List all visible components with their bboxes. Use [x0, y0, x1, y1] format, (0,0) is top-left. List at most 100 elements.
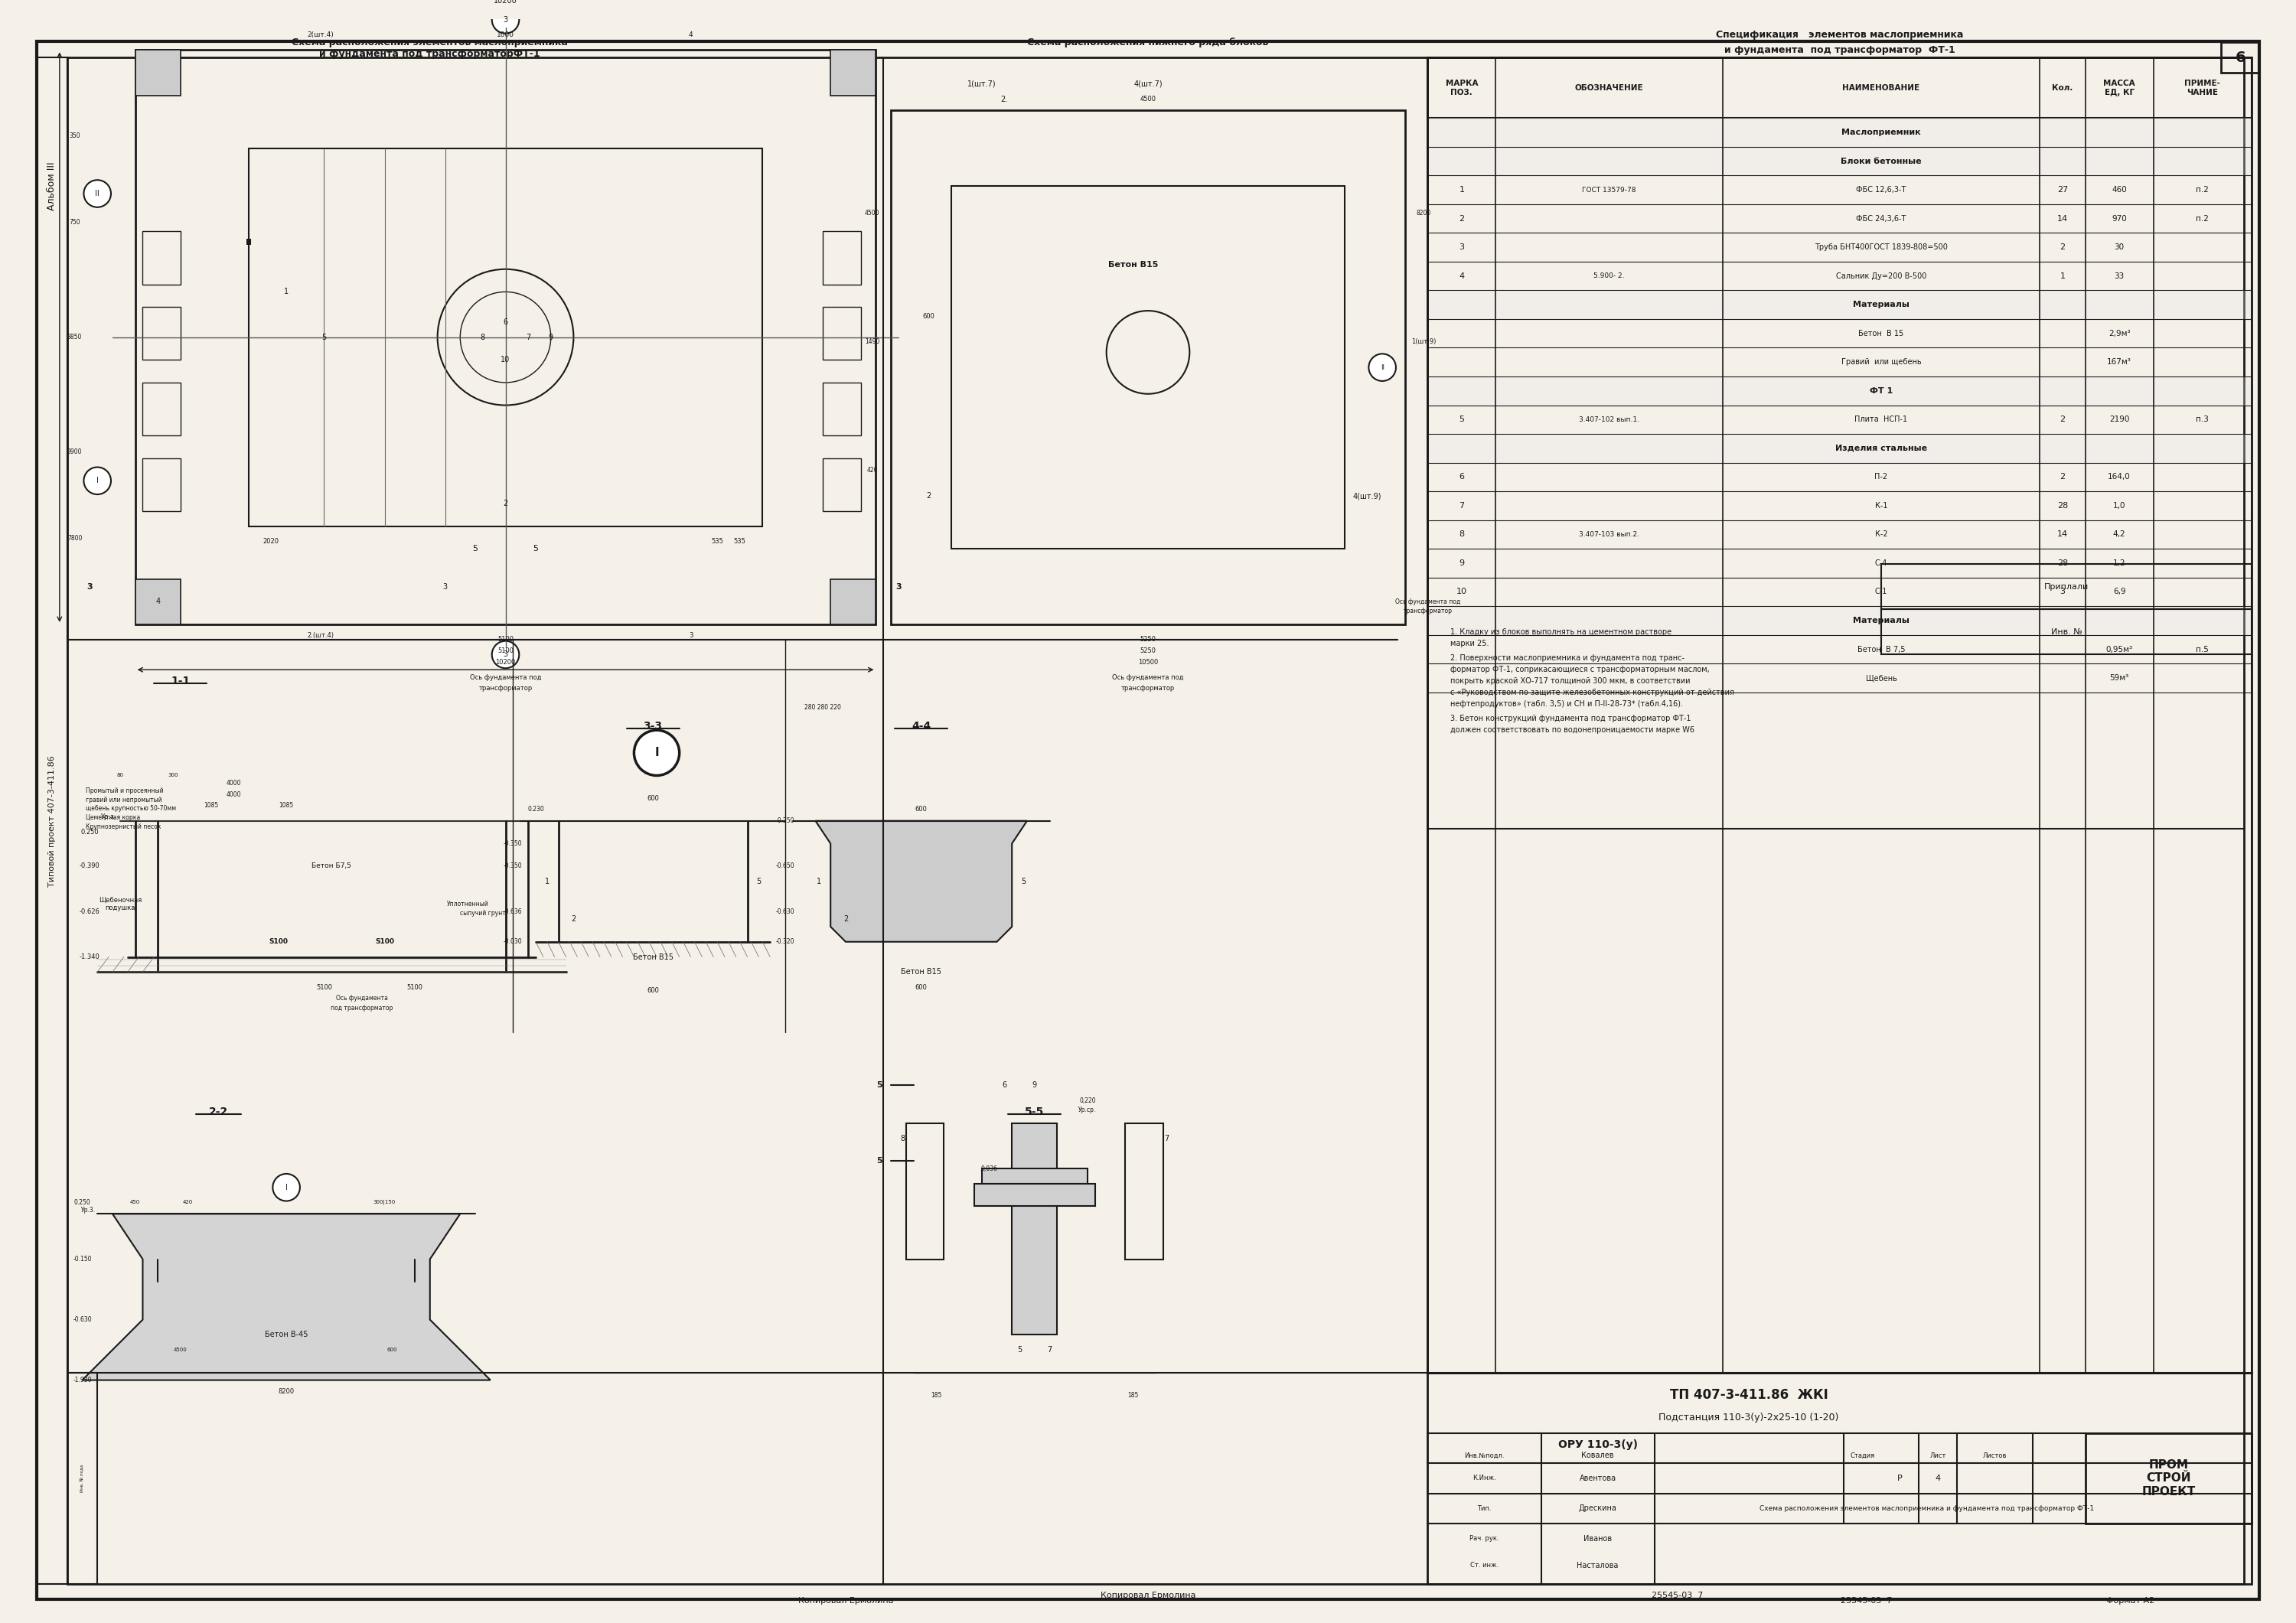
Text: 2: 2 — [843, 915, 847, 923]
Text: 3: 3 — [1458, 243, 1465, 252]
Circle shape — [491, 6, 519, 34]
Bar — [1428, 118, 2252, 146]
Text: 2: 2 — [2060, 415, 2066, 424]
Text: Цементная корка: Цементная корка — [85, 815, 140, 821]
Text: 4: 4 — [689, 31, 693, 39]
Text: С-1: С-1 — [1876, 588, 1887, 596]
Text: Рач. рук.: Рач. рук. — [1469, 1535, 1499, 1542]
Text: 535: 535 — [735, 537, 746, 545]
Text: 600: 600 — [388, 1347, 397, 1352]
Text: П-2: П-2 — [1874, 474, 1887, 480]
Text: 14: 14 — [2057, 214, 2069, 222]
Text: 1085: 1085 — [204, 802, 218, 810]
Text: S100: S100 — [374, 938, 395, 945]
Text: 2: 2 — [925, 492, 932, 500]
Text: 5-5: 5-5 — [1024, 1107, 1045, 1117]
Text: трансформатор: трансформатор — [478, 685, 533, 691]
Text: и фундамента под трансформаторФТ-1: и фундамента под трансформаторФТ-1 — [319, 49, 540, 58]
Text: 2: 2 — [572, 915, 576, 923]
Text: 5: 5 — [877, 1157, 882, 1165]
Text: Подстанция 110-3(у)-2х25-10 (1-20): Подстанция 110-3(у)-2х25-10 (1-20) — [1658, 1414, 1839, 1423]
Circle shape — [491, 641, 519, 669]
Text: Ур.з.: Ур.з. — [101, 813, 117, 821]
Bar — [135, 50, 875, 625]
Text: 3900: 3900 — [67, 448, 83, 456]
Text: НАИМЕНОВАНИЕ: НАИМЕНОВАНИЕ — [1841, 84, 1919, 91]
Bar — [1428, 57, 2243, 594]
Text: 5: 5 — [473, 545, 478, 552]
Text: 9: 9 — [1033, 1081, 1038, 1089]
Text: С-4: С-4 — [1876, 560, 1887, 566]
Text: 5: 5 — [533, 545, 540, 552]
Bar — [907, 1123, 944, 1259]
Text: Инв. № пода: Инв. № пода — [80, 1464, 85, 1492]
Text: Сальник Ду=200 В-500: Сальник Ду=200 В-500 — [1837, 273, 1926, 279]
Bar — [142, 383, 181, 435]
Text: 300|150: 300|150 — [374, 1199, 395, 1206]
Text: Ур.3.: Ур.3. — [80, 1206, 96, 1214]
Text: 2,9м³: 2,9м³ — [2108, 329, 2131, 338]
Text: II: II — [246, 239, 253, 247]
Text: п.2: п.2 — [2195, 187, 2209, 193]
Text: 4500: 4500 — [866, 209, 879, 217]
Bar — [1428, 607, 2252, 635]
Text: 5: 5 — [1458, 415, 1465, 424]
Text: 5: 5 — [755, 878, 762, 885]
Text: ГОСТ 13579-78: ГОСТ 13579-78 — [1582, 187, 1637, 193]
Text: 5: 5 — [877, 1081, 882, 1089]
Text: 10: 10 — [501, 355, 510, 364]
Text: Формат А2: Формат А2 — [2105, 1597, 2156, 1605]
Text: Альбом III: Альбом III — [46, 162, 57, 211]
Text: -0.350: -0.350 — [503, 863, 523, 870]
Text: 750: 750 — [69, 219, 80, 226]
Text: S100: S100 — [269, 938, 289, 945]
Text: Приплали: Приплали — [2043, 583, 2089, 591]
Text: форматор ФТ-1, соприкасающиеся с трансформаторным маслом,: форматор ФТ-1, соприкасающиеся с трансфо… — [1451, 665, 1711, 674]
Text: 25545-03  7: 25545-03 7 — [1651, 1592, 1704, 1599]
Text: -0.626: -0.626 — [80, 909, 101, 915]
Text: -0.350: -0.350 — [503, 841, 523, 847]
Text: Спецификация   элементов маслоприемника: Спецификация элементов маслоприемника — [1715, 29, 1963, 41]
Text: 450: 450 — [131, 1201, 140, 1204]
Text: Схема расположения нижнего ряда блоков: Схема расположения нижнего ряда блоков — [1026, 37, 1270, 47]
Text: трансформатор: трансформатор — [1120, 685, 1176, 691]
Text: 5250: 5250 — [1139, 636, 1155, 643]
Bar — [831, 50, 875, 96]
Bar — [822, 307, 861, 360]
Bar — [67, 1373, 96, 1584]
Text: нефтепродуктов» (табл. 3,5) и СН и П-II-28-73* (табл.4,16).: нефтепродуктов» (табл. 3,5) и СН и П-II-… — [1451, 700, 1683, 708]
Text: 5.900- 2.: 5.900- 2. — [1593, 273, 1626, 279]
Text: -0.650: -0.650 — [776, 863, 794, 870]
Text: 0,95м³: 0,95м³ — [2105, 646, 2133, 652]
Text: -1.930: -1.930 — [73, 1376, 92, 1383]
Text: 1: 1 — [817, 878, 822, 885]
Text: 3-3: 3-3 — [643, 721, 664, 732]
Text: 80: 80 — [117, 773, 124, 777]
Bar — [1428, 57, 2252, 118]
Polygon shape — [83, 1214, 491, 1380]
Text: 3. Бетон конструкций фундамента под трансформатор ФТ-1: 3. Бетон конструкций фундамента под тран… — [1451, 716, 1692, 722]
Text: 4: 4 — [156, 597, 161, 605]
Text: -0.150: -0.150 — [73, 1256, 92, 1263]
Text: Схема расположения элементов маслоприемника: Схема расположения элементов маслоприемн… — [292, 37, 567, 47]
Text: 10500: 10500 — [1139, 659, 1157, 665]
Bar — [2085, 1433, 2252, 1524]
Text: 300: 300 — [168, 773, 179, 777]
Text: под трансформатор: под трансформатор — [331, 1005, 393, 1011]
Text: 10200: 10200 — [496, 659, 517, 665]
Text: гравий или непромытый: гравий или непромытый — [85, 797, 163, 803]
Text: 8: 8 — [1458, 531, 1465, 539]
Text: 4(шт.7): 4(шт.7) — [1134, 80, 1162, 88]
Text: Материалы: Материалы — [1853, 617, 1910, 625]
Text: с «Руководством по защите железобетонных конструкций от действия: с «Руководством по защите железобетонных… — [1451, 688, 1733, 696]
Text: -0.630: -0.630 — [776, 909, 794, 915]
Text: 7: 7 — [1458, 502, 1465, 510]
Text: 600: 600 — [647, 795, 659, 802]
Text: 6: 6 — [1458, 474, 1465, 480]
Text: 2: 2 — [2060, 243, 2066, 252]
Bar — [974, 1183, 1095, 1206]
Text: 1(шт.7): 1(шт.7) — [967, 80, 996, 88]
Text: 3.407-103 вып.2.: 3.407-103 вып.2. — [1580, 531, 1639, 537]
Text: Листов: Листов — [1981, 1453, 2007, 1459]
Text: 9: 9 — [1458, 560, 1465, 566]
